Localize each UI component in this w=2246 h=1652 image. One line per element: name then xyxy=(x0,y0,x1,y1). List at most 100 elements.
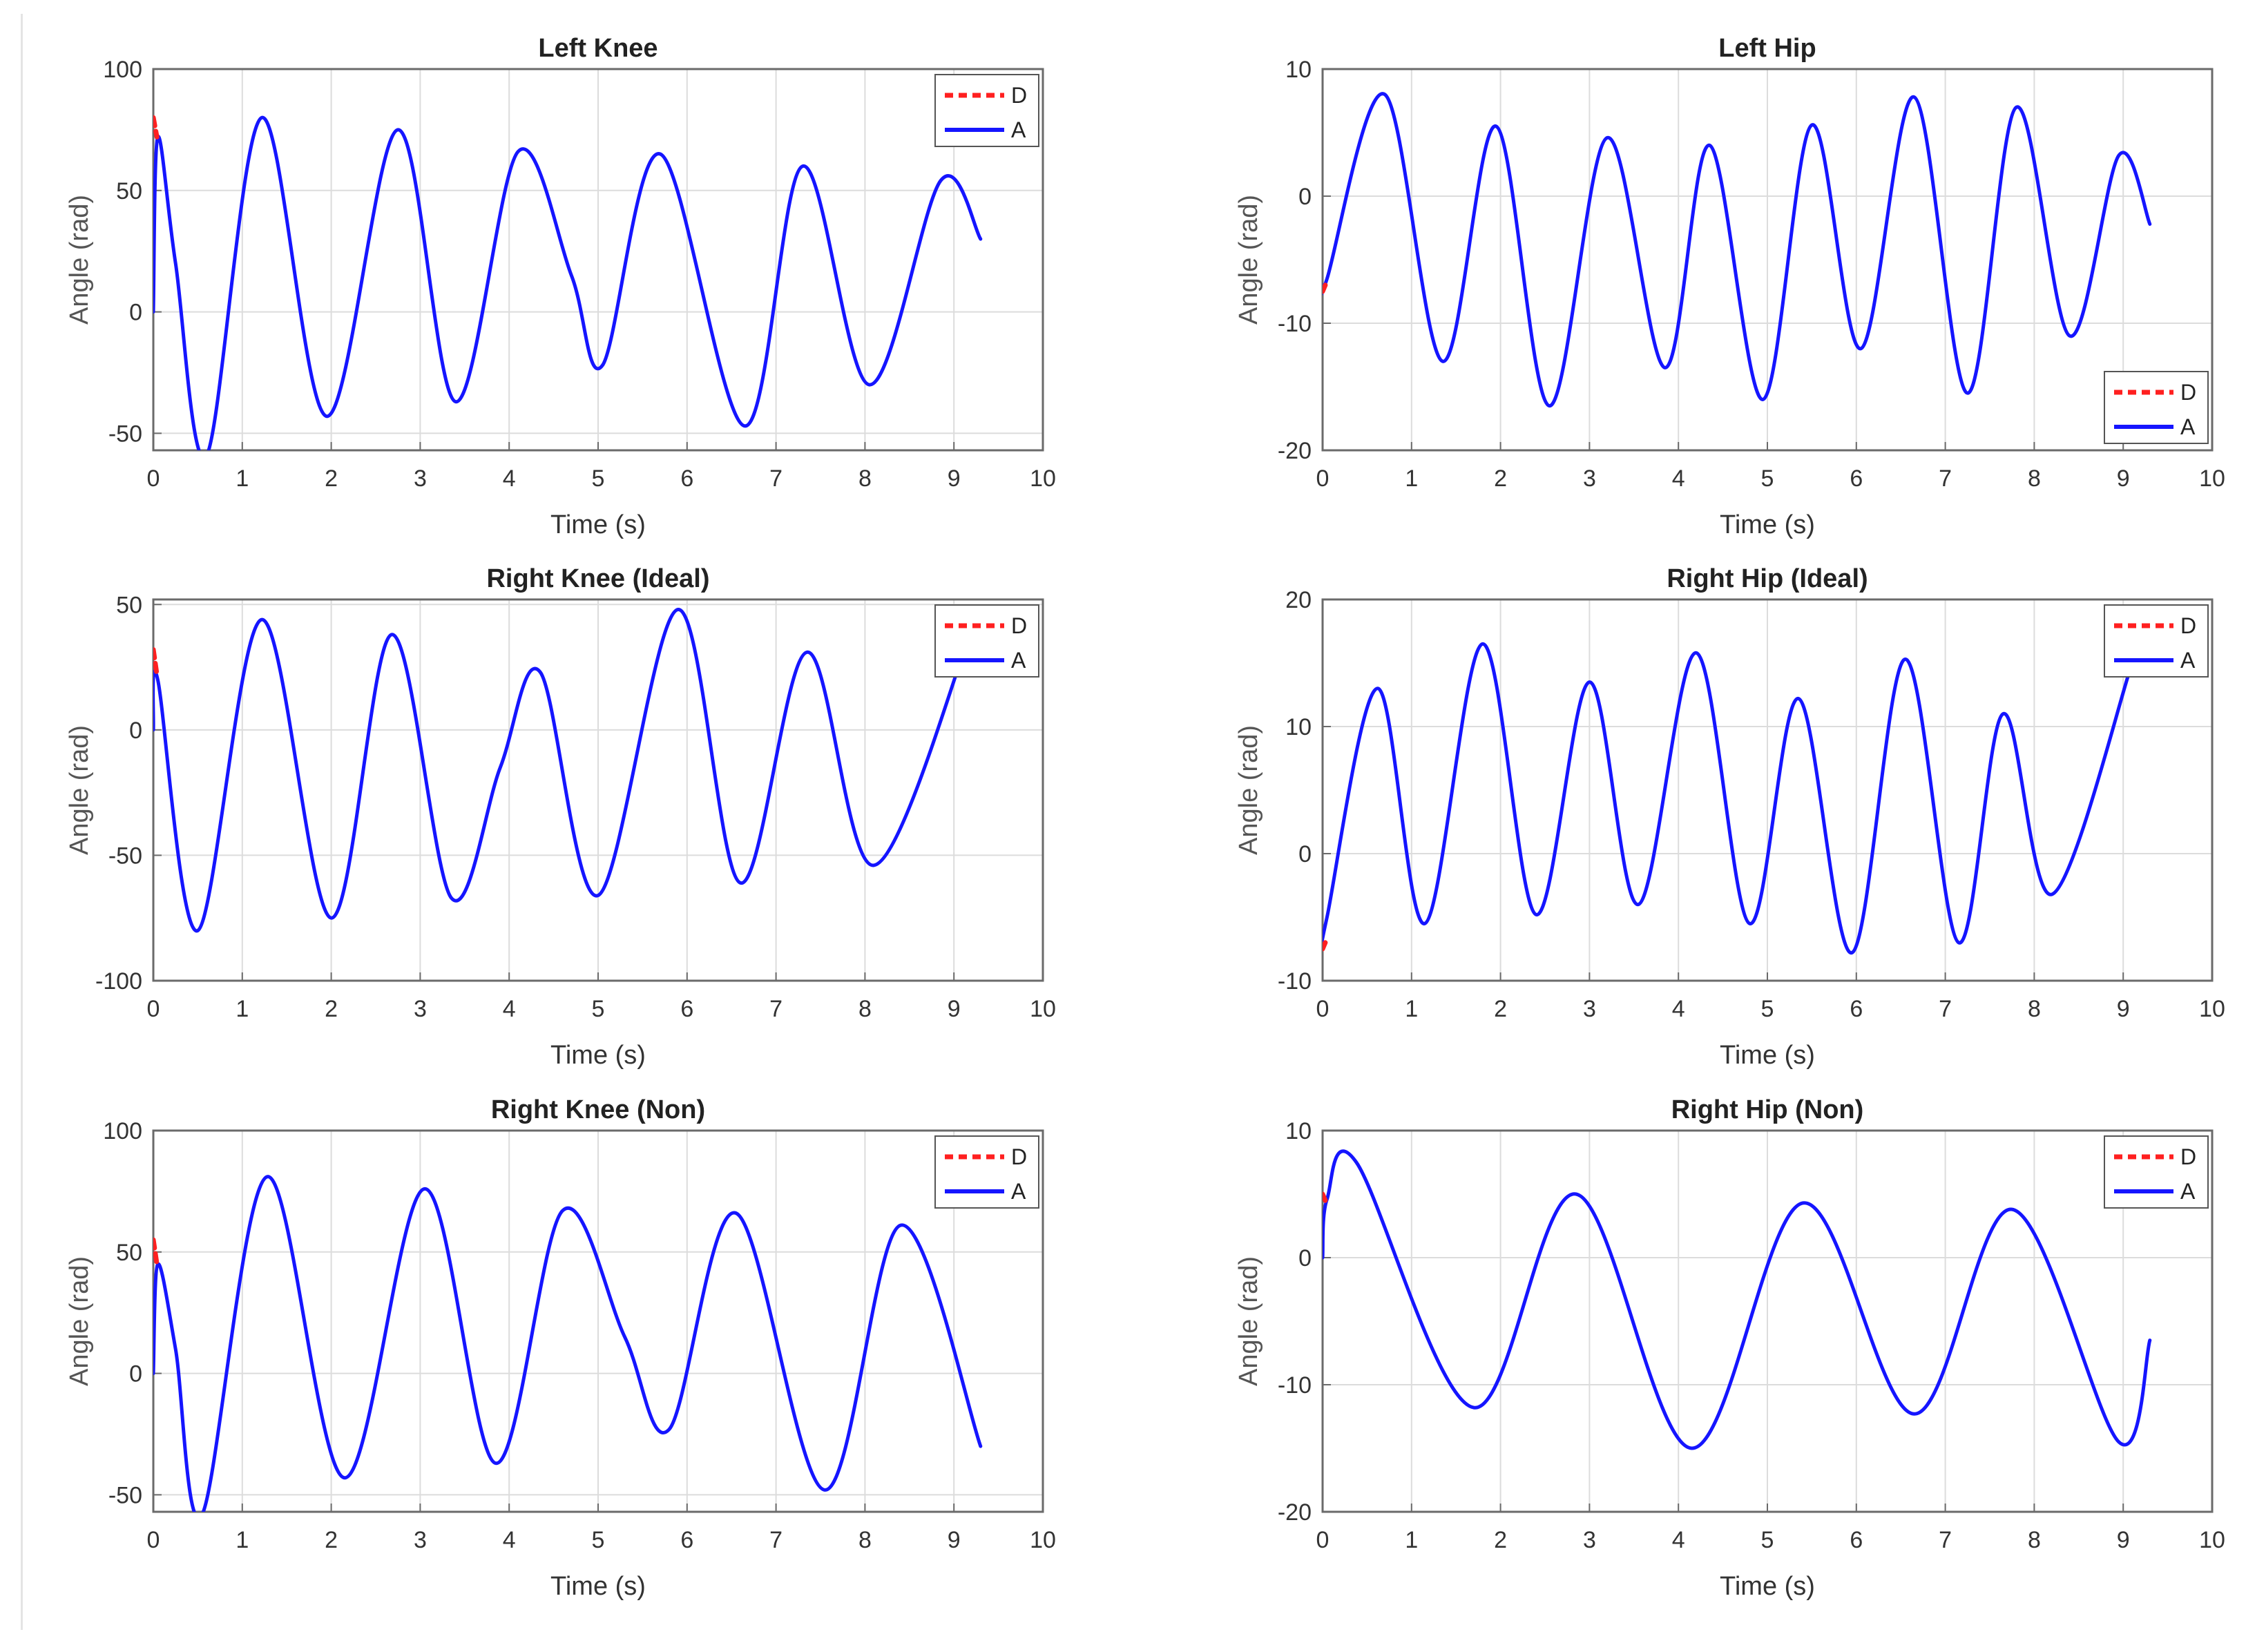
x-tick-label: 0 xyxy=(1316,1527,1330,1553)
x-tick-label: 8 xyxy=(2028,1527,2041,1553)
x-tick-label: 8 xyxy=(858,996,872,1022)
y-axis-label: Angle (rad) xyxy=(1234,195,1263,325)
y-tick-label: 100 xyxy=(103,1118,142,1144)
x-tick-label: 4 xyxy=(503,996,516,1022)
series-line-a xyxy=(153,1175,983,1512)
x-tick-label: 5 xyxy=(1761,465,1774,492)
x-tick-label: 1 xyxy=(236,996,249,1022)
y-axis-label: Angle (rad) xyxy=(1234,1256,1263,1386)
chart-title: Right Knee (Ideal) xyxy=(486,564,709,593)
x-tick-label: 8 xyxy=(858,465,872,492)
chart-title: Right Hip (Ideal) xyxy=(1667,564,1868,593)
legend-box xyxy=(2104,604,2209,678)
legend-label-a: A xyxy=(2180,648,2196,673)
x-tick-label: 6 xyxy=(1850,465,1863,492)
x-tick-label: 0 xyxy=(147,465,160,492)
legend-box xyxy=(2104,371,2209,444)
x-axis-label: Time (s) xyxy=(1720,510,1815,539)
legend: DA xyxy=(934,604,1039,678)
x-tick-label: 6 xyxy=(1850,996,1863,1022)
x-tick-label: 8 xyxy=(2028,465,2041,492)
legend-label-d: D xyxy=(2180,613,2196,638)
x-tick-label: 10 xyxy=(1030,996,1056,1022)
y-tick-label: -100 xyxy=(95,968,142,995)
y-tick-label: 0 xyxy=(1298,184,1312,210)
legend-box xyxy=(934,604,1039,678)
x-tick-label: 2 xyxy=(1494,996,1507,1022)
legend-label-d: D xyxy=(1011,613,1027,638)
y-tick-label: 50 xyxy=(116,592,142,618)
x-tick-label: 6 xyxy=(680,996,693,1022)
legend-label-d: D xyxy=(2180,380,2196,405)
figure-left-border xyxy=(21,14,23,1630)
legend-box xyxy=(2104,1135,2209,1209)
y-tick-label: -10 xyxy=(1278,1372,1312,1399)
legend: DA xyxy=(2104,1135,2209,1209)
y-tick-label: -10 xyxy=(1278,968,1312,995)
x-axis-label: Time (s) xyxy=(1720,1572,1815,1601)
x-tick-label: 5 xyxy=(1761,1527,1774,1553)
x-tick-label: 5 xyxy=(592,1527,605,1553)
y-tick-label: 0 xyxy=(129,1361,142,1387)
x-tick-label: 6 xyxy=(680,1527,693,1553)
y-tick-label: -50 xyxy=(108,843,142,869)
x-tick-label: 5 xyxy=(592,996,605,1022)
chart-panel-2: 0 1 2 3 4 5 6 7 8 9 10 -100 -50 0 50 Right Knee (Ideal)… xyxy=(65,564,1056,1070)
series-line-a xyxy=(153,115,983,450)
x-axis-label: Time (s) xyxy=(550,1572,646,1601)
x-tick-label: 4 xyxy=(503,1527,516,1553)
x-tick-label: 7 xyxy=(1939,1527,1952,1553)
x-tick-label: 2 xyxy=(325,1527,338,1553)
y-tick-label: 10 xyxy=(1285,57,1312,83)
x-tick-label: 9 xyxy=(2117,465,2130,492)
x-tick-label: 10 xyxy=(1030,1527,1056,1553)
x-tick-label: 1 xyxy=(1405,996,1418,1022)
x-tick-label: 2 xyxy=(325,996,338,1022)
y-axis-label: Angle (rad) xyxy=(65,1256,94,1386)
y-tick-label: -50 xyxy=(108,1482,142,1508)
x-tick-label: 4 xyxy=(1672,1527,1685,1553)
y-tick-label: 0 xyxy=(129,718,142,744)
series-line-a xyxy=(1323,642,2134,955)
x-axis-label: Time (s) xyxy=(1720,1041,1815,1070)
x-tick-label: 0 xyxy=(1316,465,1330,492)
x-tick-label: 0 xyxy=(1316,996,1330,1022)
x-tick-label: 1 xyxy=(236,465,249,492)
x-tick-label: 10 xyxy=(2199,996,2225,1022)
x-tick-label: 2 xyxy=(1494,465,1507,492)
legend-label-d: D xyxy=(1011,83,1027,108)
chart-title: Right Knee (Non) xyxy=(491,1095,705,1124)
legend-label-d: D xyxy=(1011,1144,1027,1169)
legend-label-a: A xyxy=(2180,414,2196,439)
x-tick-label: 4 xyxy=(1672,996,1685,1022)
legend-label-a: A xyxy=(1011,648,1026,673)
x-tick-label: 6 xyxy=(1850,1527,1863,1553)
y-tick-label: -50 xyxy=(108,421,142,447)
chart-panel-1: 0 1 2 3 4 5 6 7 8 9 10 -20 -10 0 10 Left Hip Time (s) Ang… xyxy=(1234,34,2225,539)
chart-title: Left Knee xyxy=(538,34,658,63)
chart-title: Left Hip xyxy=(1718,34,1816,63)
y-tick-label: 50 xyxy=(116,178,142,204)
x-tick-label: 4 xyxy=(503,465,516,492)
y-tick-label: 20 xyxy=(1285,587,1312,613)
x-tick-label: 2 xyxy=(325,465,338,492)
y-tick-label: -20 xyxy=(1278,1499,1312,1526)
legend-box xyxy=(934,74,1039,147)
chart-panel-5: 0 1 2 3 4 5 6 7 8 9 10 -20 -10 0 10 Right Hip (Non) Time… xyxy=(1234,1095,2225,1601)
y-axis-label: Angle (rad) xyxy=(65,195,94,325)
x-tick-label: 8 xyxy=(858,1527,872,1553)
x-tick-label: 7 xyxy=(1939,465,1952,492)
y-tick-label: 0 xyxy=(1298,841,1312,867)
x-tick-label: 3 xyxy=(414,996,427,1022)
series-line-d xyxy=(1323,282,1328,294)
y-tick-label: 100 xyxy=(103,57,142,83)
y-tick-label: 50 xyxy=(116,1240,142,1266)
x-tick-label: 9 xyxy=(948,1527,961,1553)
y-tick-label: 10 xyxy=(1285,1118,1312,1144)
series-line-a xyxy=(1323,92,2152,408)
x-tick-label: 3 xyxy=(414,1527,427,1553)
x-tick-label: 8 xyxy=(2028,996,2041,1022)
